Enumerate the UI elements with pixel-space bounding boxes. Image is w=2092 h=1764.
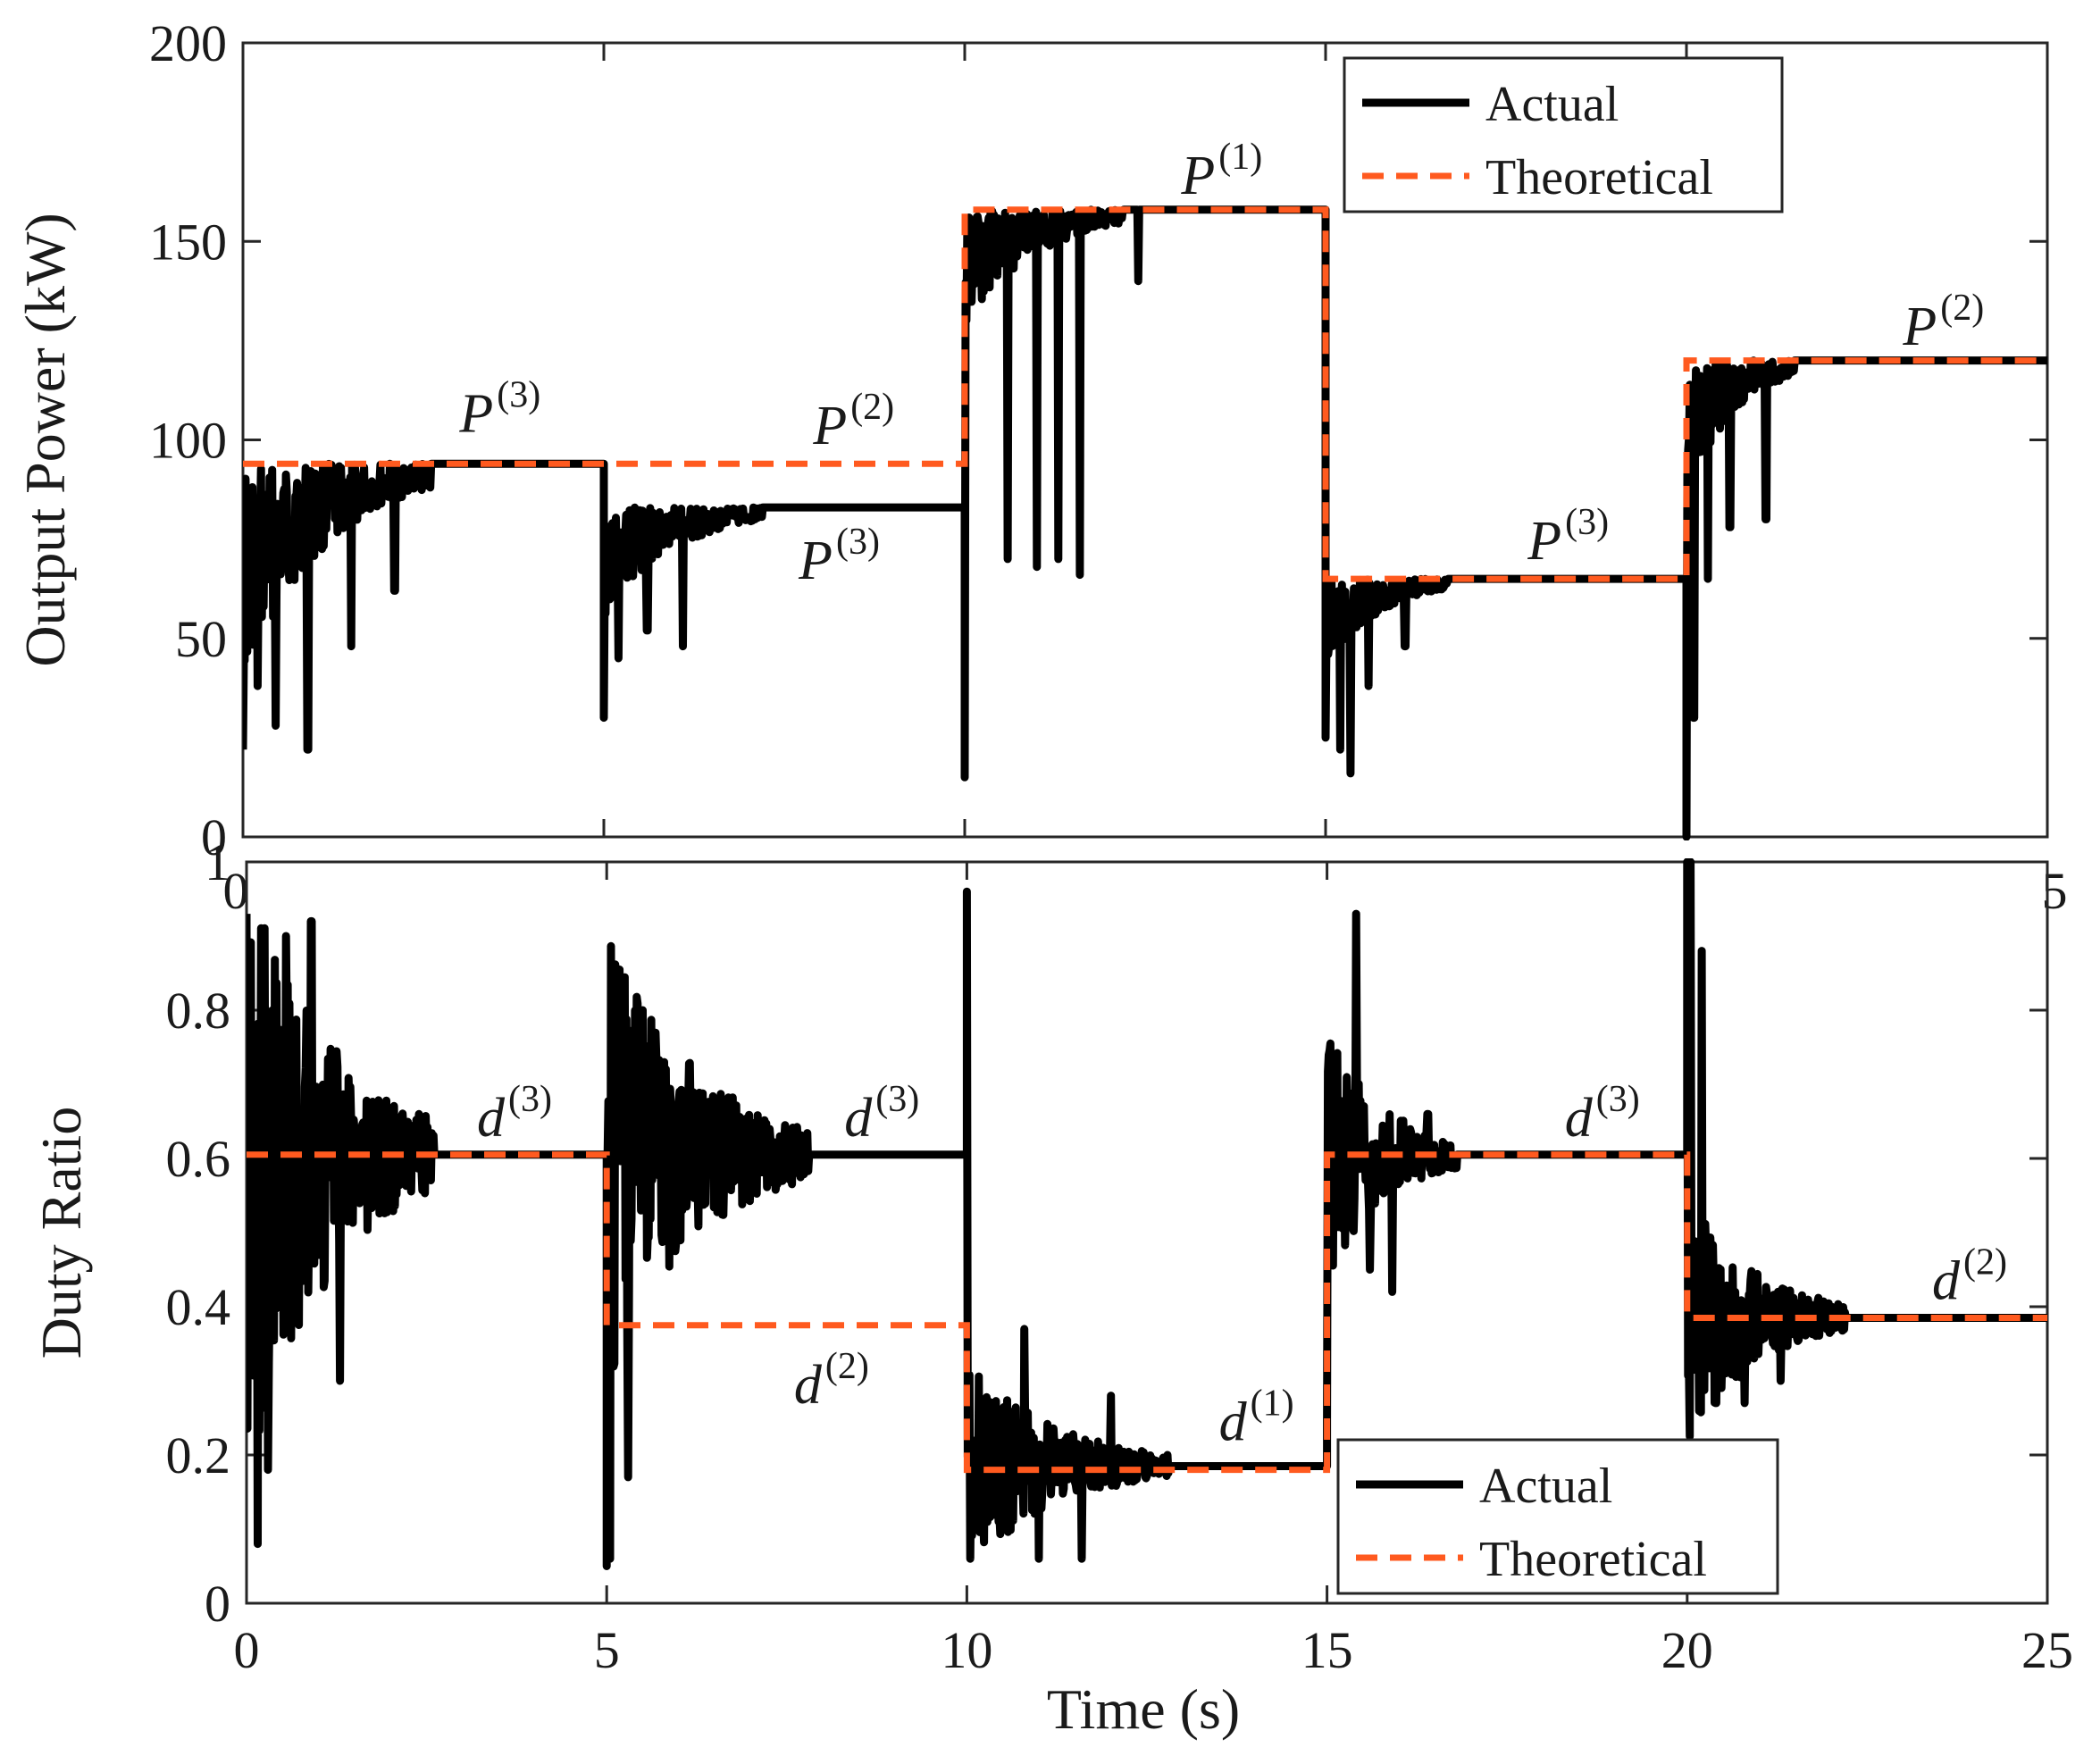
y-tick-label: 0 (205, 1575, 230, 1633)
legend-label-theoretical: Theoretical (1479, 1532, 1707, 1587)
y-tick-label: 0.6 (166, 1130, 231, 1188)
legend: Actual Theoretical (1336, 1438, 1779, 1595)
x-tick-label: 20 (1661, 1621, 1713, 1679)
y-tick-label: 0.8 (166, 982, 231, 1040)
y-tick-label: 1 (205, 833, 230, 891)
series-annotation: d(2) (794, 1346, 869, 1416)
series-annotation: d(3) (477, 1079, 552, 1149)
y-axis-label: Duty Ratio (29, 1107, 93, 1359)
legend: Actual Theoretical (1343, 56, 1784, 213)
x-tick-label: 10 (941, 1621, 992, 1679)
series-annotation: P(2) (1902, 288, 1984, 357)
power-panel: 0 50 100 150 200 0 5 Output Power (kW) P(3) P(2) P… (13, 14, 2068, 920)
series-annotation: d(3) (1565, 1079, 1640, 1149)
x-tick-label-partial: 5 (2042, 862, 2068, 920)
series-annotation: P(3) (1527, 502, 1609, 572)
legend-label-actual: Actual (1479, 1459, 1612, 1514)
legend-label-theoretical: Theoretical (1485, 150, 1713, 205)
y-tick-label: 0.4 (166, 1278, 231, 1336)
legend-box (1343, 56, 1784, 213)
series-actual-line (247, 858, 2047, 1570)
legend-label-actual: Actual (1485, 77, 1619, 132)
y-tick-label: 100 (149, 412, 227, 470)
y-tick-label: 50 (175, 610, 227, 668)
y-axis-label: Output Power (kW) (13, 213, 77, 666)
series-annotation: P(2) (812, 387, 894, 456)
series-annotation: P(3) (798, 522, 880, 591)
x-axis-label: Time (s) (1047, 1677, 1240, 1741)
series-annotation: d(1) (1219, 1383, 1294, 1452)
x-tick-label: 15 (1301, 1621, 1353, 1679)
series-annotation: d(3) (844, 1079, 919, 1149)
series-annotation: P(3) (458, 375, 540, 445)
series-annotation: P(1) (1180, 137, 1262, 206)
y-tick-label: 0.2 (166, 1426, 231, 1484)
y-tick-label: 150 (149, 213, 227, 271)
y-tick-label: 0 (201, 808, 227, 866)
x-tick-label: 25 (2021, 1621, 2073, 1679)
y-tick-label: 200 (149, 14, 227, 72)
x-tick-label: 0 (234, 1621, 260, 1679)
series-annotation: d(2) (1932, 1242, 2007, 1312)
x-tick-label-partial: 0 (223, 862, 249, 920)
series-theoretical-line (243, 206, 2047, 582)
legend-box (1336, 1438, 1779, 1595)
series-theoretical-line (247, 1151, 2047, 1474)
x-tick-label: 5 (594, 1621, 620, 1679)
series-actual-line (243, 205, 2047, 840)
